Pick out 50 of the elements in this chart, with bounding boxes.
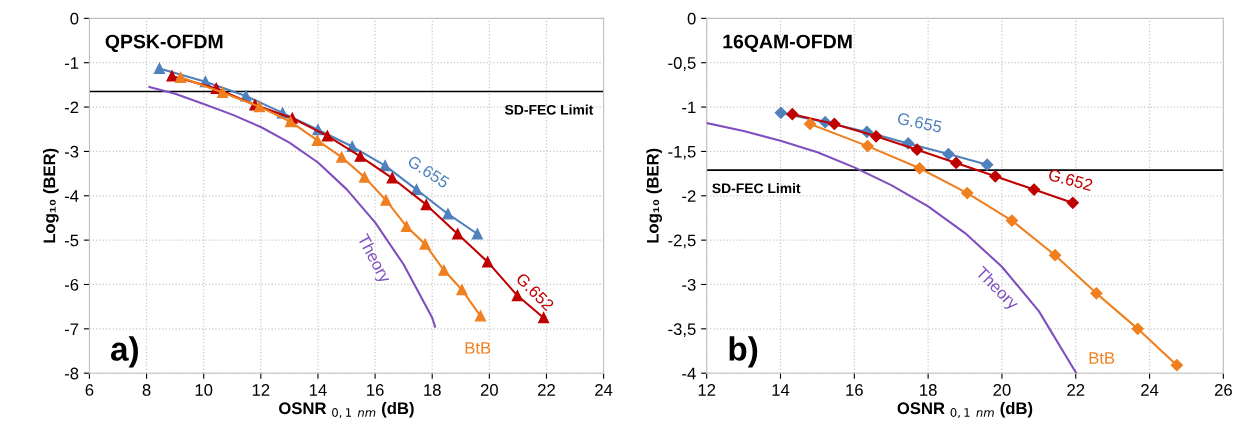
x-tick-label: 26: [1214, 384, 1232, 396]
x-tick-label: 18: [424, 384, 441, 396]
text: G.652: [1047, 168, 1094, 192]
y-tick-label: -7: [64, 323, 79, 335]
y-tick-label: -1,5: [668, 145, 696, 160]
x-tick-label: 18: [920, 384, 937, 396]
x-tick-label: 20: [993, 384, 1011, 396]
x-tick-label: 12: [252, 384, 270, 396]
y-tick-label: -1: [64, 57, 79, 69]
y-tick-label: -1: [682, 101, 696, 114]
y-tick-label: -6: [64, 278, 79, 291]
series-label: BtB: [1089, 352, 1115, 364]
x-tick-label: 22: [538, 384, 555, 396]
y-tick-label: -2: [682, 190, 696, 202]
y-tick-label: -5: [64, 234, 79, 247]
y-axis-title: Log₁₀ (BER): [646, 148, 663, 243]
ref-line-label: SD-FEC Limit: [505, 104, 594, 115]
y-tick-label: -8: [64, 367, 79, 380]
text: G.655: [897, 112, 943, 133]
series-label: BtB: [465, 342, 491, 354]
text: 16QAM-OFDM: [723, 34, 852, 53]
ref-line-label: SD-FEC Limit: [712, 183, 801, 194]
y-tick-label: -3: [682, 278, 696, 291]
x-tick-label: 24: [1141, 384, 1159, 396]
x-tick-label: 16: [846, 384, 863, 396]
x-tick-label: 14: [772, 384, 790, 396]
x-axis-title: OSNR $_{0,1 nm}$ (dB): [897, 401, 1033, 419]
y-tick-label: -2,5: [668, 234, 696, 249]
x-tick-label: 24: [595, 384, 613, 396]
y-axis-title: Log₁₀ (BER): [43, 148, 59, 243]
x-tick-label: 20: [480, 384, 498, 396]
x-tick-label: 10: [195, 384, 213, 396]
x-tick-label: 22: [1067, 384, 1085, 396]
y-tick-label: -4: [682, 367, 696, 380]
y-tick-label: -0,5: [668, 57, 696, 71]
text: QPSK-OFDM: [105, 34, 223, 53]
y-tick-label: -3: [64, 145, 79, 158]
x-tick-label: 16: [367, 384, 384, 396]
x-tick-label: 8: [142, 384, 151, 396]
x-tick-label: 12: [698, 384, 716, 396]
annotation: a): [110, 336, 138, 368]
y-tick-label: -2: [64, 101, 79, 114]
x-tick-label: 6: [85, 384, 94, 396]
x-tick-label: 14: [309, 384, 327, 396]
y-tick-label: 0: [687, 12, 696, 25]
x-axis-title: OSNR $_{0,1 nm}$ (dB): [279, 401, 414, 419]
y-tick-label: 0: [70, 12, 79, 25]
annotation: b): [729, 336, 758, 368]
y-tick-label: -3,5: [668, 323, 696, 338]
y-tick-label: -4: [64, 190, 79, 202]
